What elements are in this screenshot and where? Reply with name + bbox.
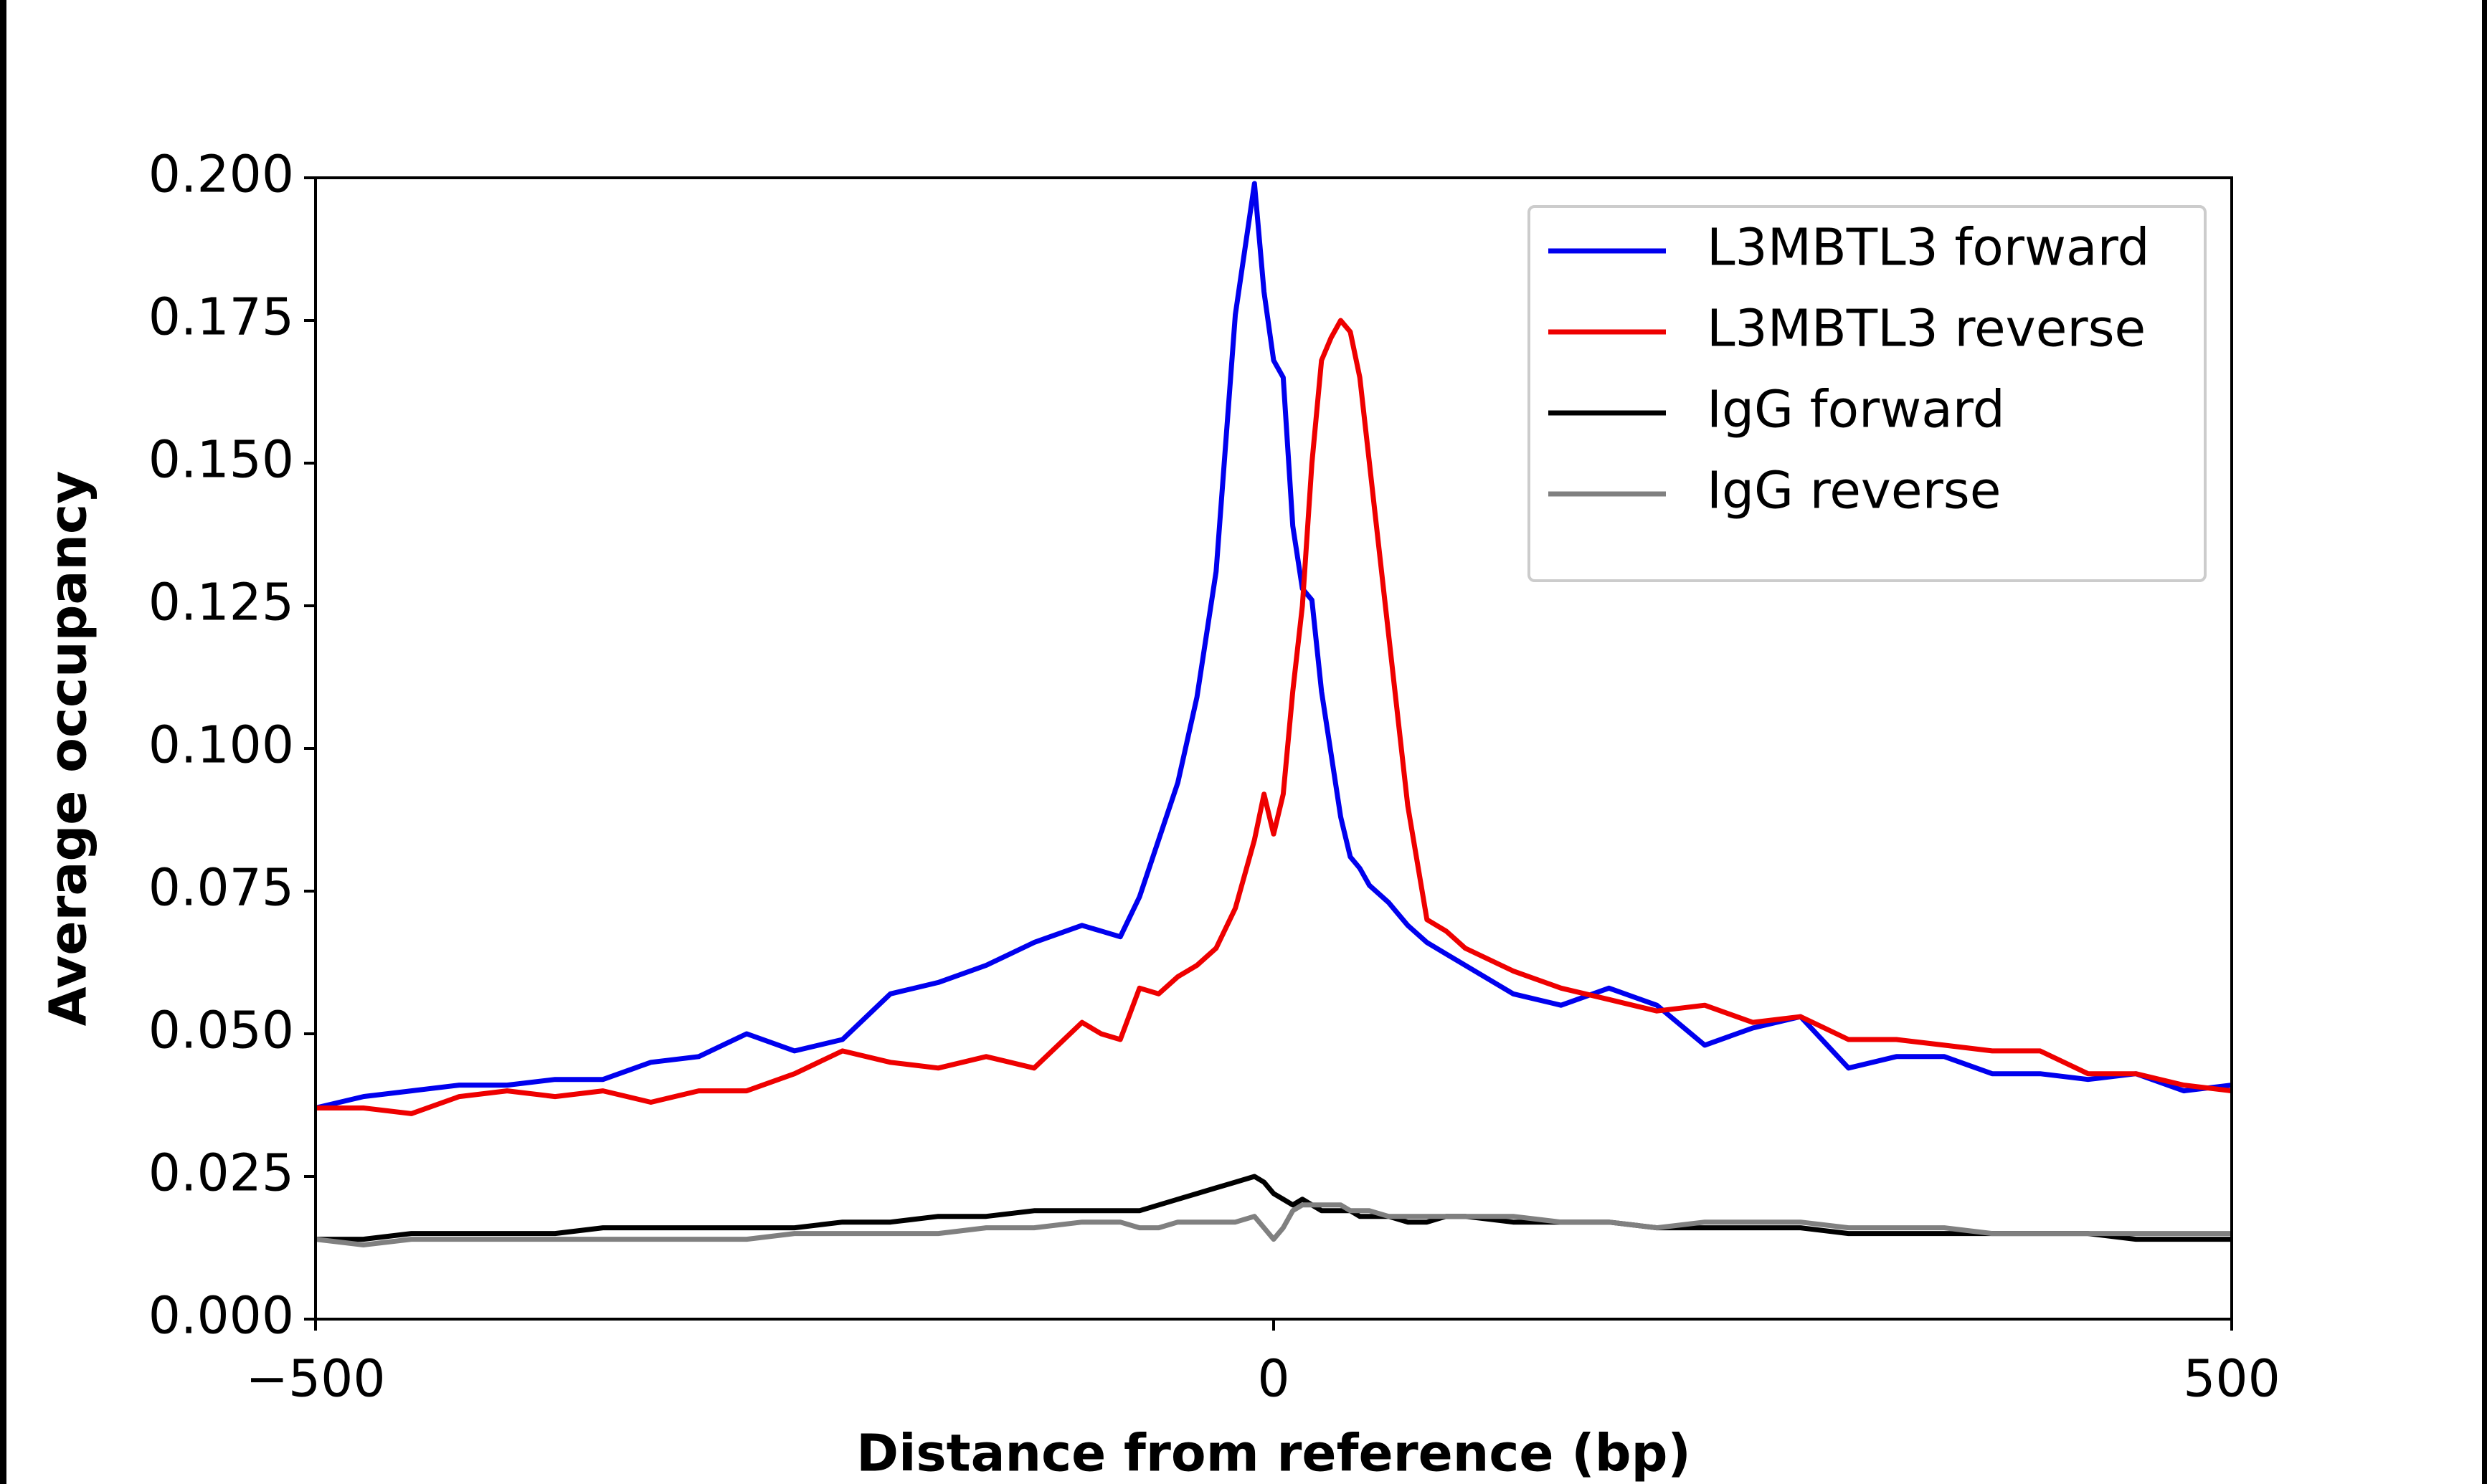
y-tick-label: 0.075 — [148, 858, 294, 918]
x-tick-label: 500 — [2183, 1349, 2280, 1409]
y-axis-label: Average occupancy — [39, 471, 98, 1027]
legend-label: L3MBTL3 forward — [1707, 218, 2150, 277]
y-tick-label: 0.175 — [148, 287, 294, 347]
y-tick-label: 0.125 — [148, 573, 294, 632]
y-tick-label: 0.200 — [148, 145, 294, 204]
series-line — [316, 1202, 2232, 1247]
legend-label: L3MBTL3 reverse — [1707, 299, 2146, 358]
y-tick-label: 0.025 — [148, 1143, 294, 1203]
x-tick-label: 0 — [1257, 1349, 1289, 1409]
legend-label: IgG reverse — [1707, 461, 2001, 520]
y-tick-label: 0.150 — [148, 430, 294, 490]
border-left — [0, 0, 6, 1484]
legend-box — [1527, 205, 2207, 582]
y-tick-label: 0.050 — [148, 1001, 294, 1060]
plot-frame — [314, 176, 2233, 1321]
series-line — [316, 1174, 2232, 1242]
border-right — [2482, 0, 2487, 1484]
y-tick-label: 0.100 — [148, 715, 294, 775]
y-tick-label: 0.000 — [148, 1286, 294, 1346]
x-axis-label: Distance from reference (bp) — [856, 1424, 1691, 1483]
series-line — [316, 181, 2232, 1110]
x-tick-label: −500 — [245, 1349, 385, 1409]
legend-label: IgG forward — [1707, 380, 2005, 439]
series-line — [316, 318, 2232, 1116]
